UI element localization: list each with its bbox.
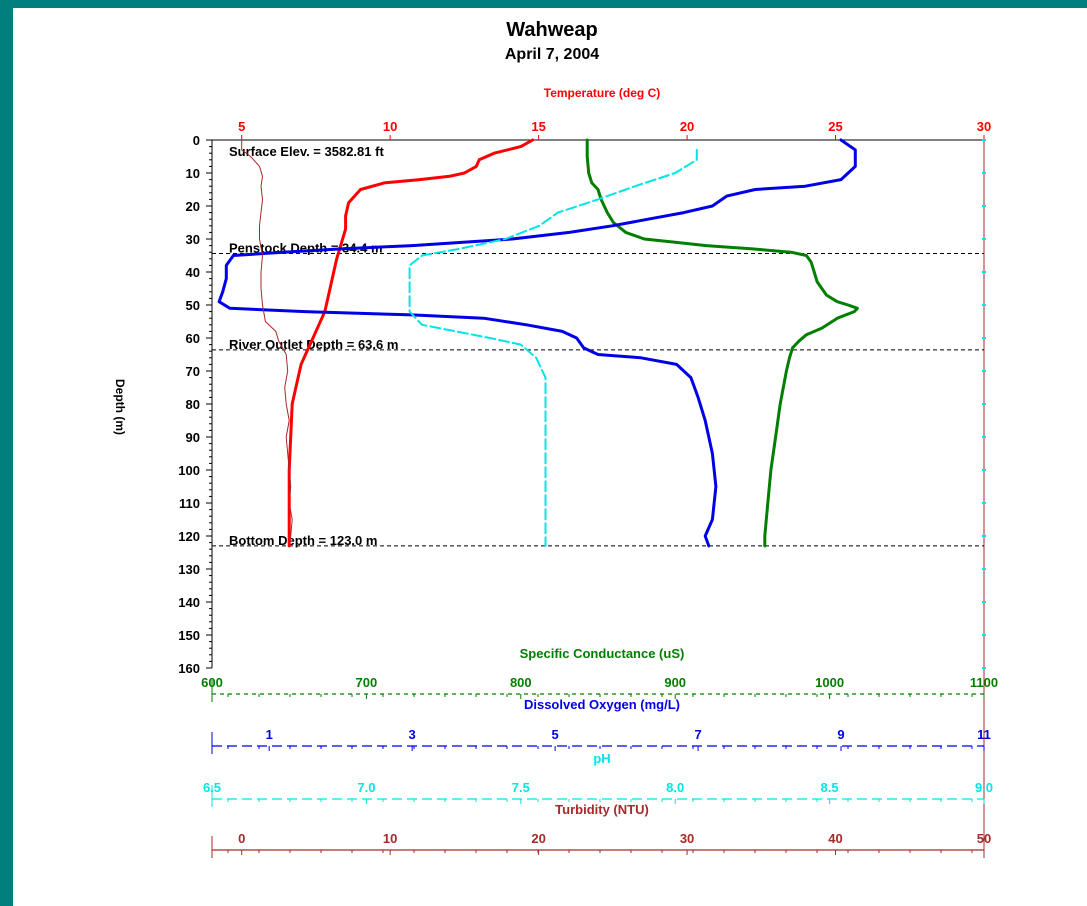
axes-layer: 0102030405060708090100110120130140150160…: [178, 119, 998, 858]
y-tick-label: 60: [186, 331, 200, 346]
y-tick-label: 100: [178, 463, 200, 478]
turbidity-tick-label: 50: [977, 831, 991, 846]
depth-annotation: River Outlet Depth = 63.6 m: [229, 337, 398, 352]
temperature-tick-label: 30: [977, 119, 991, 134]
oxygen-tick-label: 11: [977, 727, 991, 742]
depth-annotation: Surface Elev. = 3582.81 ft: [229, 144, 384, 159]
y-tick-label: 70: [186, 364, 200, 379]
conductance-axis-label: Specific Conductance (uS): [520, 646, 685, 661]
y-tick-label: 160: [178, 661, 200, 676]
y-tick-label: 110: [179, 496, 200, 511]
turbidity-tick-label: 10: [383, 831, 397, 846]
ph-tick-label: 7.5: [512, 780, 530, 795]
y-tick-label: 0: [193, 133, 200, 148]
conductance-tick-label: 600: [201, 675, 223, 690]
temperature-tick-label: 20: [680, 119, 694, 134]
oxygen-tick-label: 7: [694, 727, 701, 742]
temperature-axis-label: Temperature (deg C): [544, 86, 660, 100]
chart-subtitle: April 7, 2004: [505, 46, 599, 63]
temperature-profile-line: [287, 138, 535, 548]
conductance-tick-label: 800: [510, 675, 532, 690]
temperature-tick-label: 25: [828, 119, 842, 134]
y-tick-label: 30: [186, 232, 200, 247]
ph-tick-label: 9.0: [975, 780, 993, 795]
turbidity-tick-label: 40: [828, 831, 842, 846]
oxygen-axis-label: Dissolved Oxygen (mg/L): [524, 697, 680, 712]
y-axis-label: Depth (m): [113, 379, 127, 435]
ph-profile-line: [408, 148, 698, 547]
oxygen-tick-label: 9: [837, 727, 844, 742]
oxygen-profile-line: [217, 138, 857, 548]
y-tick-label: 120: [178, 529, 200, 544]
ph-tick-label: 8.0: [666, 780, 684, 795]
y-tick-label: 150: [178, 628, 200, 643]
conductance-tick-label: 900: [664, 675, 686, 690]
plot-frame: Wahweap April 7, 2004 Temperature (deg C…: [13, 8, 1087, 906]
turbidity-tick-label: 30: [680, 831, 694, 846]
ph-axis-label: pH: [593, 751, 610, 766]
depth-profile-chart: Wahweap April 7, 2004 Temperature (deg C…: [113, 19, 998, 858]
y-tick-label: 80: [186, 397, 200, 412]
oxygen-tick-label: 3: [409, 727, 416, 742]
oxygen-tick-label: 5: [551, 727, 558, 742]
turbidity-axis-label: Turbidity (NTU): [555, 802, 649, 817]
temperature-tick-label: 15: [531, 119, 545, 134]
conductance-profile-line: [585, 138, 859, 548]
conductance-tick-label: 1100: [970, 675, 998, 690]
turbidity-profile-line: [241, 139, 293, 547]
y-tick-label: 130: [178, 562, 200, 577]
ph-tick-label: 8.5: [821, 780, 839, 795]
conductance-tick-label: 700: [356, 675, 378, 690]
conductance-tick-label: 1000: [815, 675, 844, 690]
chart-title: Wahweap: [506, 19, 598, 41]
ph-tick-label: 6.5: [203, 780, 221, 795]
oxygen-tick-label: 1: [266, 727, 273, 742]
temperature-tick-label: 10: [383, 119, 397, 134]
depth-annotation: Bottom Depth = 123.0 m: [229, 533, 377, 548]
y-tick-label: 50: [186, 298, 200, 313]
turbidity-tick-label: 0: [238, 831, 245, 846]
y-tick-label: 10: [186, 166, 200, 181]
y-tick-label: 140: [178, 595, 200, 610]
y-tick-label: 40: [186, 265, 200, 280]
y-tick-label: 20: [186, 199, 200, 214]
y-tick-label: 90: [186, 430, 200, 445]
series-layer: [217, 138, 859, 548]
turbidity-tick-label: 20: [531, 831, 545, 846]
temperature-tick-label: 5: [238, 119, 245, 134]
ph-tick-label: 7.0: [357, 780, 375, 795]
